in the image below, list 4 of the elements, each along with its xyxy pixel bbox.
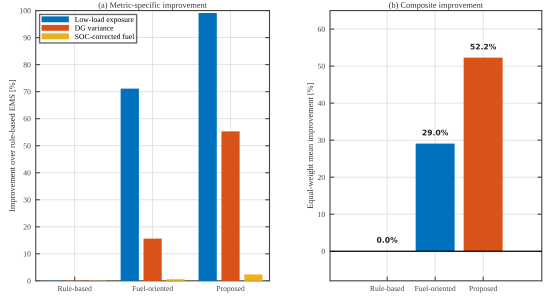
y-axis-title: Improvement over rule-based EMS [%] <box>9 80 17 212</box>
chart-title: (a) Metric-specific improvement <box>98 2 207 10</box>
chart-title: (b) Composite improvement <box>389 2 484 10</box>
y-axis-title: Equal-weight mean improvement [%] <box>307 83 315 209</box>
